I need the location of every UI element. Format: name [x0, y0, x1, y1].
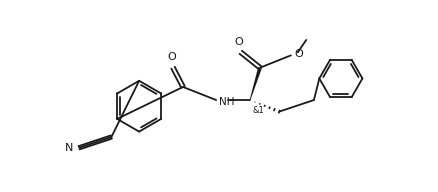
Text: O: O: [167, 52, 176, 62]
Text: NH: NH: [219, 97, 234, 107]
Text: O: O: [293, 49, 302, 59]
Polygon shape: [249, 67, 261, 100]
Text: O: O: [233, 37, 242, 47]
Text: N: N: [65, 143, 74, 153]
Text: &1: &1: [252, 106, 264, 115]
